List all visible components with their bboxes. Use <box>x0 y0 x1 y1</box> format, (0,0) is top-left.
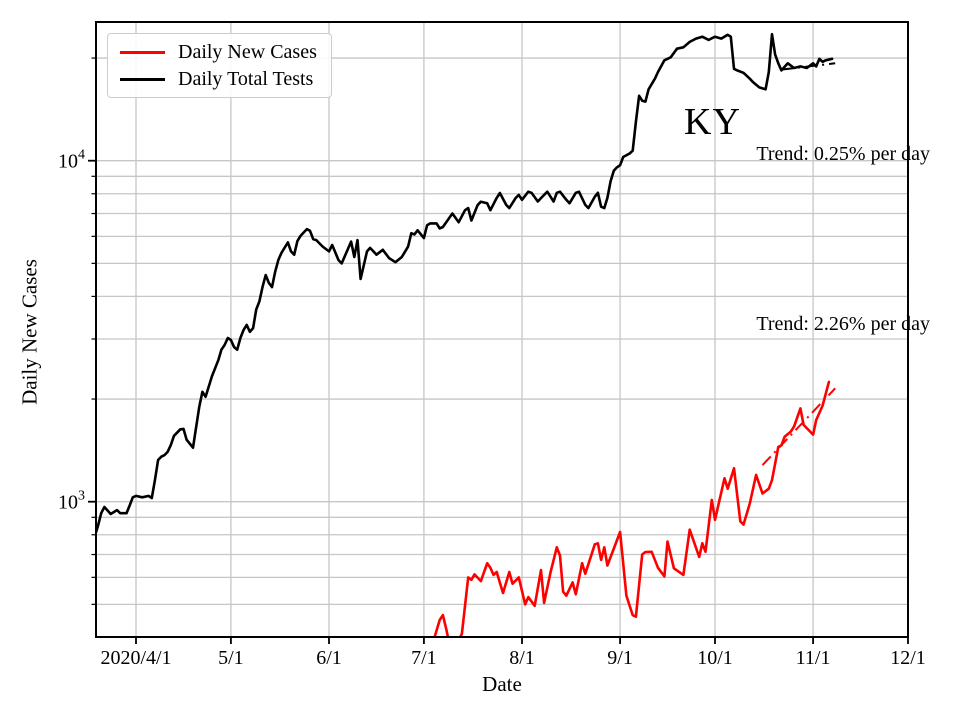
x-tick-label: 11/1 <box>796 647 831 669</box>
x-axis-title: Date <box>482 672 522 696</box>
x-tick-label: 6/1 <box>316 647 342 669</box>
legend-label: Daily Total Tests <box>178 68 314 90</box>
x-tick-label: 12/1 <box>890 647 926 669</box>
legend-item-daily-total-tests: Daily Total Tests <box>120 69 317 89</box>
plot-border <box>95 21 909 638</box>
x-tick-label: 10/1 <box>697 647 733 669</box>
series-daily-new-cases <box>433 380 831 637</box>
state-annotation: KY <box>684 101 741 143</box>
x-tick-label: 5/1 <box>218 647 244 669</box>
series-cases-trend-2-26-per-day <box>761 387 836 466</box>
y-tick-label: 104 <box>58 148 85 173</box>
legend-line-red-icon <box>120 50 165 54</box>
x-tick-label: 8/1 <box>509 647 535 669</box>
x-tick-label: 9/1 <box>607 647 633 669</box>
legend: Daily New Cases Daily Total Tests <box>107 33 332 98</box>
tests-trend-annotation: Trend: 0.25% per day <box>756 143 930 165</box>
x-tick-label: 7/1 <box>411 647 437 669</box>
legend-label: Daily New Cases <box>178 41 317 63</box>
series-tests-trend-0-25-per-day <box>781 62 836 71</box>
legend-line-black-icon <box>120 77 165 81</box>
y-tick-label: 103 <box>58 489 85 514</box>
series-daily-total-tests <box>96 32 834 537</box>
x-tick-label: 2020/4/1 <box>100 647 171 669</box>
cases-trend-annotation: Trend: 2.26% per day <box>756 313 930 335</box>
legend-item-daily-new-cases: Daily New Cases <box>120 42 317 62</box>
y-axis-title: Daily New Cases <box>17 259 42 405</box>
